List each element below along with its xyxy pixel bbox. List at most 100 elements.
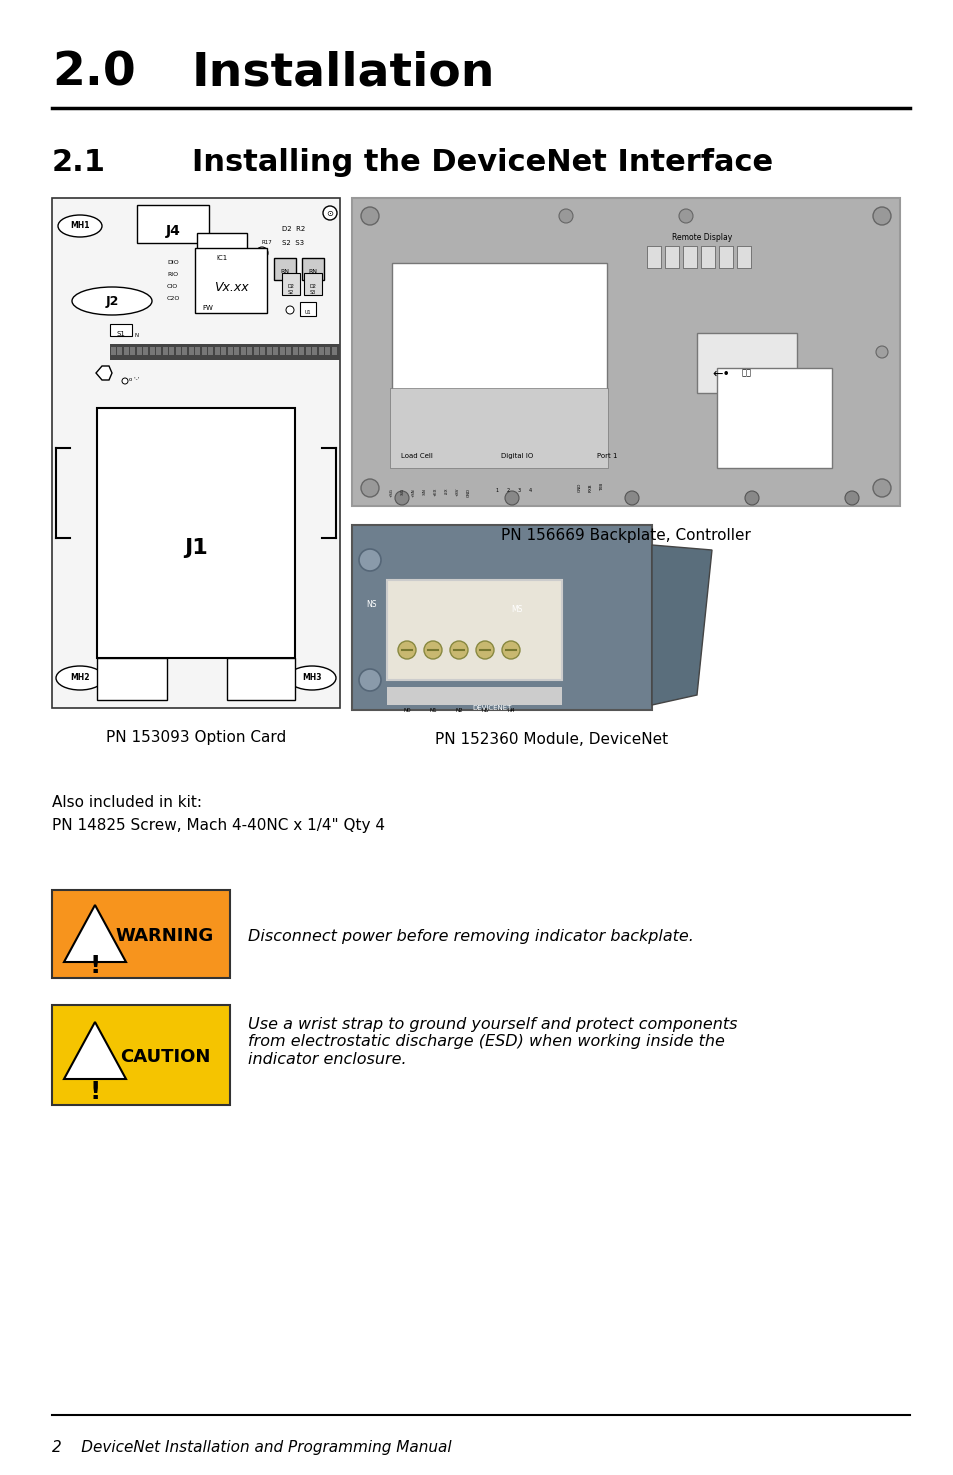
Text: FW: FW [202, 305, 213, 311]
Text: +SN: +SN [412, 488, 416, 497]
Circle shape [323, 207, 336, 220]
Text: D2  R2: D2 R2 [282, 226, 305, 232]
Circle shape [501, 642, 519, 659]
Text: RIO: RIO [167, 271, 178, 277]
FancyBboxPatch shape [221, 347, 226, 355]
Circle shape [255, 246, 268, 260]
FancyBboxPatch shape [111, 347, 116, 355]
FancyBboxPatch shape [194, 248, 267, 313]
Circle shape [624, 491, 639, 504]
FancyBboxPatch shape [332, 347, 336, 355]
FancyBboxPatch shape [241, 347, 246, 355]
FancyBboxPatch shape [156, 347, 161, 355]
FancyBboxPatch shape [163, 347, 168, 355]
Text: N4: N4 [507, 708, 515, 712]
Text: +8V: +8V [456, 488, 459, 497]
Text: GND: GND [467, 488, 471, 497]
Circle shape [395, 491, 409, 504]
FancyBboxPatch shape [143, 347, 149, 355]
Text: Also included in kit:: Also included in kit: [52, 795, 202, 810]
Text: RXB: RXB [588, 482, 593, 491]
FancyBboxPatch shape [274, 258, 295, 280]
Text: N2: N2 [455, 708, 462, 712]
FancyBboxPatch shape [247, 347, 253, 355]
Text: 3: 3 [517, 488, 520, 493]
FancyBboxPatch shape [282, 273, 299, 295]
FancyBboxPatch shape [664, 246, 679, 268]
Text: IC1: IC1 [216, 255, 228, 261]
FancyBboxPatch shape [234, 347, 239, 355]
Text: +SG: +SG [390, 488, 394, 497]
Polygon shape [651, 544, 711, 705]
Text: Load Cell: Load Cell [400, 453, 433, 459]
Text: S1: S1 [116, 330, 125, 336]
Circle shape [286, 305, 294, 314]
FancyBboxPatch shape [97, 658, 167, 701]
Circle shape [122, 378, 128, 384]
Text: Use a wrist strap to ground yourself and protect components
from electrostatic d: Use a wrist strap to ground yourself and… [248, 1016, 737, 1066]
FancyBboxPatch shape [110, 344, 339, 360]
Text: PN 152360 Module, DeviceNet: PN 152360 Module, DeviceNet [435, 732, 668, 746]
FancyBboxPatch shape [717, 367, 831, 468]
FancyBboxPatch shape [202, 347, 207, 355]
FancyBboxPatch shape [117, 347, 122, 355]
Text: ⊙: ⊙ [326, 208, 334, 217]
Text: WARNING: WARNING [115, 926, 213, 945]
Polygon shape [96, 366, 112, 381]
FancyBboxPatch shape [228, 347, 233, 355]
Circle shape [744, 491, 759, 504]
FancyBboxPatch shape [387, 687, 561, 705]
FancyBboxPatch shape [52, 889, 230, 978]
Circle shape [358, 549, 380, 571]
Circle shape [872, 479, 890, 497]
Text: Vx.xx: Vx.xx [213, 282, 248, 294]
FancyBboxPatch shape [700, 246, 714, 268]
FancyBboxPatch shape [110, 324, 132, 336]
FancyBboxPatch shape [293, 347, 297, 355]
Text: ⬜⬜: ⬜⬜ [741, 367, 751, 378]
Circle shape [872, 207, 890, 226]
FancyBboxPatch shape [137, 347, 142, 355]
FancyBboxPatch shape [52, 198, 339, 708]
FancyBboxPatch shape [274, 347, 278, 355]
FancyBboxPatch shape [131, 347, 135, 355]
Text: MH1: MH1 [71, 221, 90, 230]
Text: J4: J4 [166, 224, 180, 237]
FancyBboxPatch shape [267, 347, 272, 355]
Text: Digital IO: Digital IO [500, 453, 533, 459]
Circle shape [679, 209, 692, 223]
Text: +EX: +EX [434, 488, 437, 497]
FancyBboxPatch shape [682, 246, 697, 268]
Text: U1: U1 [304, 310, 311, 316]
Text: Installation: Installation [192, 50, 495, 94]
FancyBboxPatch shape [304, 273, 322, 295]
Text: -SN: -SN [422, 488, 427, 494]
FancyBboxPatch shape [299, 302, 315, 316]
FancyBboxPatch shape [253, 347, 258, 355]
Text: C2O: C2O [167, 296, 180, 301]
Text: D2
S2: D2 S2 [287, 285, 294, 295]
Text: 2.1: 2.1 [52, 148, 106, 177]
Text: 4: 4 [528, 488, 531, 493]
Circle shape [844, 491, 858, 504]
Text: 2    DeviceNet Installation and Programming Manual: 2 DeviceNet Installation and Programming… [52, 1440, 451, 1454]
Circle shape [450, 642, 468, 659]
Text: J2: J2 [105, 295, 118, 307]
Circle shape [360, 479, 378, 497]
Text: !: ! [90, 954, 101, 978]
Text: MH3: MH3 [302, 674, 321, 683]
Text: ←•: ←• [711, 367, 729, 381]
Text: Remote Display: Remote Display [671, 233, 731, 242]
FancyBboxPatch shape [352, 525, 651, 709]
Text: DIO: DIO [167, 260, 178, 266]
Ellipse shape [71, 288, 152, 316]
FancyBboxPatch shape [352, 198, 899, 506]
Text: GND: GND [578, 482, 581, 493]
Ellipse shape [56, 667, 104, 690]
Circle shape [558, 209, 573, 223]
Text: 2: 2 [506, 488, 509, 493]
FancyBboxPatch shape [97, 409, 294, 658]
Circle shape [397, 642, 416, 659]
Circle shape [476, 642, 494, 659]
Text: PN 156669 Backplate, Controller: PN 156669 Backplate, Controller [500, 528, 750, 543]
